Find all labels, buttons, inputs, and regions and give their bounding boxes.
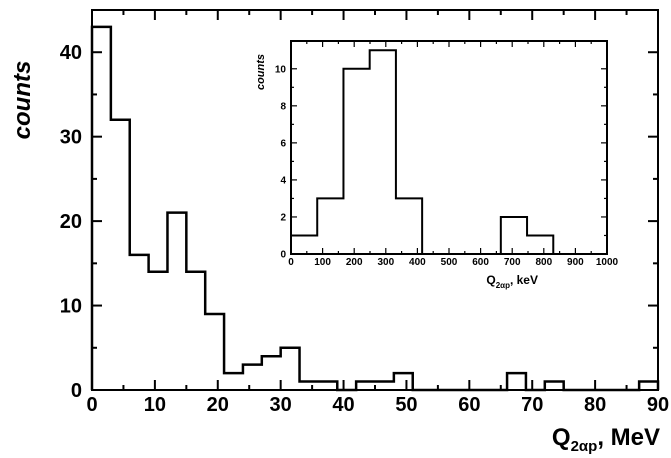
inset-chart: 0 2 4 6 8 10 0 100 200 300 400 500 600 700 800 900 1000… <box>255 40 619 290</box>
inset-x-tick-label: 1000 <box>596 257 619 268</box>
inset-x-tick-label: 300 <box>377 257 394 268</box>
main-x-tick-label: 90 <box>647 394 669 416</box>
inset-y-tick-label: 8 <box>280 101 286 112</box>
main-histogram-bin <box>186 272 205 390</box>
main-histogram-bin <box>205 314 224 390</box>
main-x-axis-label: Q2αp, MeV <box>552 424 660 455</box>
main-histogram-bin <box>243 365 262 390</box>
main-histogram-bin <box>545 382 564 390</box>
main-y-tick-label: 20 <box>60 211 82 233</box>
inset-x-tick-label: 600 <box>472 257 489 268</box>
inset-y-ticks: 0 2 4 6 8 10 <box>275 64 607 261</box>
inset-x-tick-label: 200 <box>346 257 363 268</box>
inset-x-tick-label: 400 <box>409 257 426 268</box>
inset-x-tick-label: 500 <box>441 257 458 268</box>
main-histogram-bin <box>281 348 300 390</box>
main-y-tick-label: 30 <box>60 127 82 149</box>
main-x-tick-label: 40 <box>332 394 354 416</box>
main-histogram-bin <box>375 382 394 390</box>
inset-y-tick-label: 0 <box>280 250 286 261</box>
main-histogram-bin <box>639 382 658 390</box>
inset-x-tick-label: 700 <box>504 257 521 268</box>
main-histogram-bin <box>394 373 413 390</box>
main-x-tick-label: 50 <box>395 394 417 416</box>
main-x-tick-label: 60 <box>458 394 480 416</box>
main-histogram-bin <box>149 272 168 390</box>
main-x-ticks: 0 10 20 30 40 50 60 70 80 90 <box>86 10 669 416</box>
inset-x-tick-label: 0 <box>288 257 294 268</box>
main-y-axis-label: counts <box>9 61 36 140</box>
main-histogram-bin <box>318 382 337 390</box>
main-histogram-bin <box>356 382 375 390</box>
main-x-tick-label: 0 <box>86 394 97 416</box>
main-histogram-bin <box>224 373 243 390</box>
main-x-tick-label: 30 <box>270 394 292 416</box>
inset-y-tick-label: 6 <box>280 138 286 149</box>
main-histogram-bin <box>92 27 111 390</box>
main-y-tick-label: 0 <box>71 380 82 402</box>
inset-y-tick-label: 10 <box>275 64 287 75</box>
main-x-tick-label: 70 <box>521 394 543 416</box>
inset-x-axis-label: Q2αp, keV <box>486 273 538 290</box>
main-histogram-bin <box>167 213 186 390</box>
main-histogram-bin <box>130 255 149 390</box>
inset-x-tick-label: 100 <box>314 257 331 268</box>
main-histogram-bin <box>262 356 281 390</box>
main-y-tick-label: 40 <box>60 42 82 64</box>
main-x-tick-label: 10 <box>144 394 166 416</box>
inset-x-ticks: 0 100 200 300 400 500 600 700 800 900 1000 <box>288 41 619 268</box>
inset-x-tick-label: 900 <box>567 257 584 268</box>
main-x-tick-label: 20 <box>207 394 229 416</box>
main-y-tick-label: 10 <box>60 296 82 318</box>
inset-y-tick-label: 4 <box>280 175 286 186</box>
main-x-tick-label: 80 <box>584 394 606 416</box>
inset-background <box>291 41 607 254</box>
inset-histogram-outline <box>290 49 607 255</box>
inset-x-tick-label: 800 <box>535 257 552 268</box>
inset-y-tick-label: 2 <box>280 212 286 223</box>
main-histogram-bin <box>111 120 130 390</box>
main-histogram-bin <box>300 382 319 390</box>
inset-y-axis-label: counts <box>255 54 267 90</box>
main-histogram-outline <box>90 25 660 392</box>
main-histogram-bin <box>507 373 526 390</box>
